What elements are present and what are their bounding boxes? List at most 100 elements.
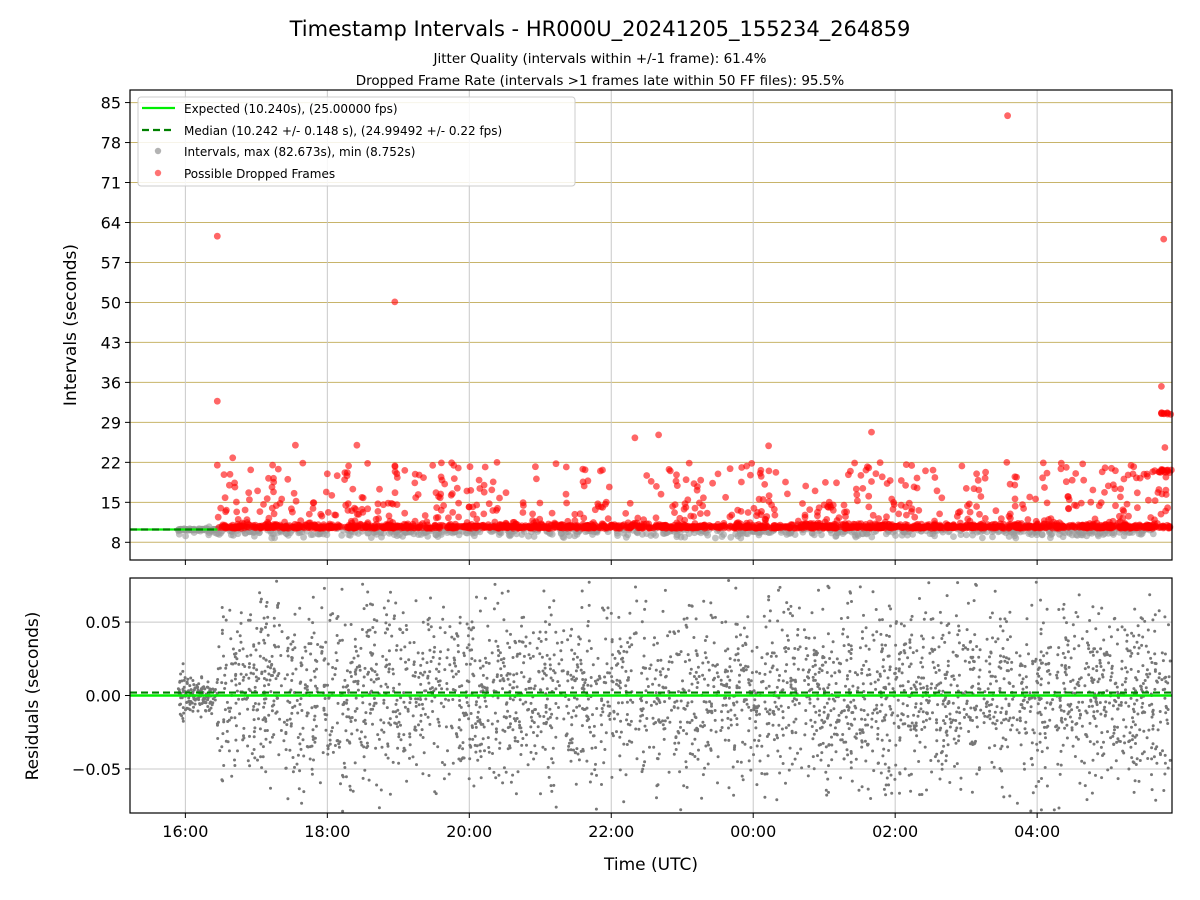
residual-point <box>817 588 820 592</box>
interval-point <box>963 531 970 539</box>
residual-point <box>690 718 694 722</box>
dropped-frame-point <box>1072 470 1080 477</box>
dropped-frame-point <box>1011 495 1019 503</box>
residual-point <box>720 710 723 714</box>
residual-point <box>1129 667 1133 671</box>
interval-point <box>1095 532 1102 540</box>
residual-point <box>901 702 905 706</box>
dropped-frame-point <box>852 485 860 493</box>
residual-point <box>724 703 728 707</box>
residual-point <box>761 679 765 683</box>
residual-point <box>541 745 545 749</box>
residual-point <box>871 711 875 715</box>
residual-point <box>1156 728 1160 732</box>
dropped-frame-point <box>265 514 273 522</box>
residual-point <box>935 752 939 756</box>
residual-point <box>879 771 883 775</box>
residual-point <box>850 779 854 783</box>
residual-point <box>289 722 293 726</box>
residual-point <box>615 730 618 734</box>
residual-point <box>850 711 854 715</box>
residual-point <box>720 726 724 729</box>
chart-subtitle-jitter: Jitter Quality (intervals within +/-1 fr… <box>433 51 767 67</box>
dropped-frame-point <box>938 494 946 502</box>
residual-point <box>1140 705 1144 709</box>
residual-point <box>742 626 746 630</box>
residual-point <box>626 678 630 682</box>
dropped-frame-point <box>979 520 987 528</box>
residual-point <box>763 672 767 676</box>
residual-point <box>236 749 239 753</box>
residual-point <box>238 649 242 652</box>
residual-point <box>298 732 302 736</box>
residual-point <box>538 714 542 718</box>
dropped-frame-point <box>469 510 477 518</box>
residual-point <box>468 757 472 761</box>
residual-point <box>248 734 251 738</box>
residual-point <box>303 686 307 690</box>
residual-point <box>619 645 623 649</box>
residual-point <box>592 724 596 728</box>
residual-point <box>912 713 916 717</box>
residual-point <box>1091 758 1095 762</box>
residual-point <box>648 667 652 671</box>
intervals-y-tick-label: 15 <box>101 493 121 512</box>
residual-point <box>907 665 911 669</box>
dropped-frame-point <box>289 508 296 516</box>
residual-point <box>1018 673 1022 677</box>
residual-point <box>986 715 989 719</box>
residual-point <box>984 659 988 663</box>
dropped-frame-point <box>1004 112 1011 120</box>
residual-point <box>562 717 566 721</box>
dropped-frame-point <box>485 500 493 508</box>
intervals-y-tick-label: 22 <box>101 453 121 472</box>
dropped-frame-point <box>757 511 765 519</box>
residual-point <box>385 706 389 710</box>
residual-point <box>920 634 924 638</box>
residual-point <box>824 788 828 792</box>
dropped-frame-point <box>270 478 278 486</box>
dropped-frame-point <box>510 518 518 526</box>
residual-point <box>902 688 906 692</box>
residual-point <box>894 667 898 671</box>
residual-point <box>425 661 429 665</box>
residual-point <box>366 590 370 594</box>
residual-point <box>711 616 715 620</box>
residual-point <box>882 658 885 662</box>
residual-point <box>536 712 540 716</box>
interval-point <box>251 532 258 540</box>
residual-point <box>1128 649 1132 653</box>
residual-point <box>880 703 884 707</box>
residual-point <box>468 648 472 652</box>
residual-point <box>830 758 834 762</box>
dropped-frame-point <box>243 516 251 524</box>
residual-point <box>421 620 425 624</box>
residual-point <box>413 728 417 731</box>
residual-point <box>550 789 554 793</box>
residual-point <box>290 711 294 715</box>
residual-point <box>1000 721 1003 725</box>
residual-point <box>529 701 533 705</box>
residual-point <box>388 717 392 721</box>
residual-point <box>470 657 474 661</box>
residual-point <box>624 684 628 688</box>
residual-point <box>860 630 864 634</box>
residual-point <box>879 632 883 636</box>
dropped-frame-point <box>374 500 382 508</box>
residual-point <box>846 635 850 639</box>
dropped-frame-point <box>241 506 249 514</box>
residual-point <box>642 654 646 658</box>
residual-point <box>861 636 864 640</box>
residual-point <box>257 641 261 645</box>
legend-intervals-label: Intervals, max (82.673s), min (8.752s) <box>184 145 415 159</box>
residual-point <box>386 599 390 603</box>
residual-point <box>575 697 579 701</box>
residual-point <box>286 649 289 653</box>
residual-point <box>1067 665 1071 669</box>
residual-point <box>585 759 589 763</box>
residual-point <box>832 732 836 736</box>
dropped-frame-point <box>913 474 921 482</box>
residual-point <box>181 719 185 723</box>
residual-point <box>272 733 276 737</box>
residual-point <box>473 743 477 747</box>
